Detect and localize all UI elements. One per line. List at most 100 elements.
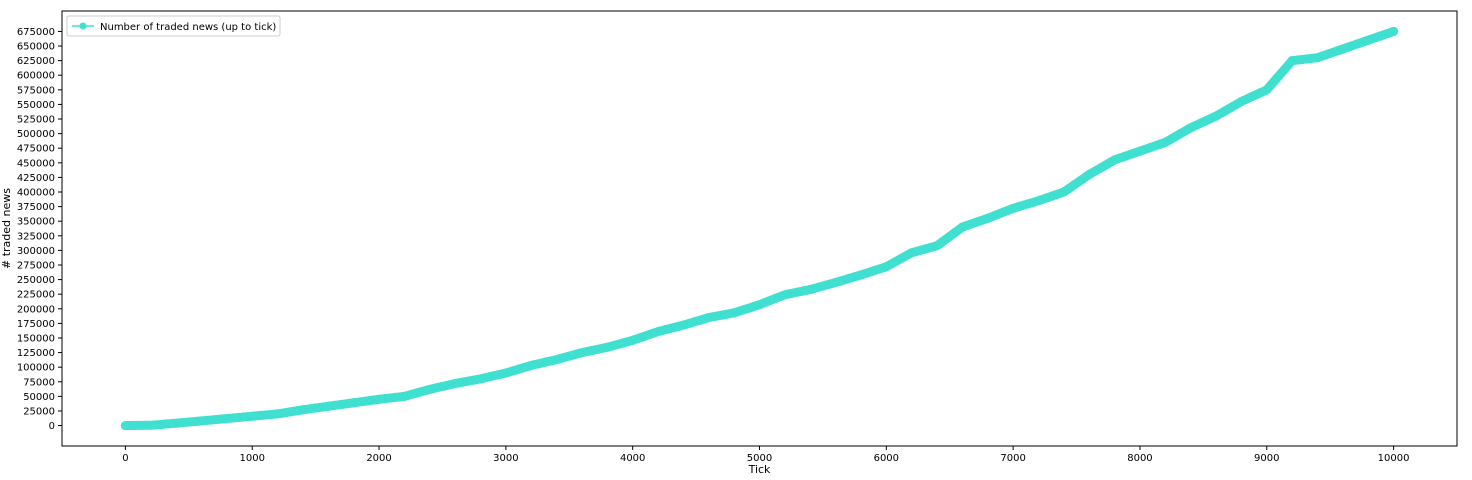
y-axis: 0 25000 50000 75000 100000 125000 150000 175000… [17, 27, 62, 432]
y-tick-label: 350000 [17, 217, 55, 228]
y-tick-label: 0 [49, 421, 55, 432]
data-point [602, 342, 612, 352]
x-tick-label: 9000 [1254, 453, 1279, 464]
data-point [628, 335, 638, 345]
data-point [1313, 53, 1322, 63]
data-point [856, 270, 866, 280]
data-point [501, 368, 511, 378]
y-tick-label: 125000 [17, 348, 55, 359]
y-tick-label: 225000 [17, 290, 55, 301]
data-point [1338, 44, 1348, 54]
data-point [1363, 35, 1373, 45]
legend-label: Number of traded news (up to tick) [100, 22, 276, 33]
legend-box [66, 15, 281, 37]
x-tick-label: 7000 [1000, 453, 1025, 464]
data-point [1211, 111, 1221, 121]
data-point [1135, 146, 1145, 156]
data-point [1287, 56, 1297, 66]
y-tick-label: 625000 [17, 56, 55, 67]
y-tick-label: 475000 [17, 144, 55, 155]
data-point [146, 420, 156, 430]
y-tick-label: 325000 [17, 231, 55, 242]
data-point [704, 313, 714, 322]
x-tick-label: 5000 [747, 453, 772, 464]
data-point [577, 348, 587, 358]
x-tick-label: 10000 [1378, 453, 1410, 464]
data-point [1110, 155, 1120, 165]
data-point [983, 213, 993, 223]
data-point [349, 398, 359, 408]
data-point [1008, 203, 1018, 213]
y-tick-label: 600000 [17, 71, 55, 82]
x-tick-label: 0 [122, 453, 128, 464]
y-tick-label: 400000 [17, 188, 55, 199]
data-point [247, 411, 257, 421]
y-tick-label: 50000 [23, 392, 55, 403]
y-tick-label: 375000 [17, 202, 55, 213]
data-point [957, 222, 967, 232]
data-point [678, 320, 688, 330]
y-tick-label: 100000 [17, 363, 55, 374]
y-tick-label: 250000 [17, 275, 55, 286]
data-point [1160, 137, 1170, 147]
data-point [1034, 196, 1043, 206]
y-tick-label: 650000 [17, 42, 55, 53]
data-point [222, 414, 232, 424]
x-tick-label: 2000 [366, 453, 391, 464]
y-tick-label: 550000 [17, 100, 55, 111]
data-point [907, 248, 917, 258]
x-axis: 0 1000 2000 3000 4000 5000 6000 7000 8000 9000 100… [122, 446, 1409, 464]
data-point [881, 262, 891, 272]
data-point [1084, 170, 1094, 179]
data-point [298, 405, 308, 415]
data-point [374, 394, 384, 404]
data-point [932, 241, 942, 251]
y-tick-label: 175000 [17, 319, 55, 330]
data-point [805, 285, 815, 294]
data-point [450, 379, 460, 388]
data-point [653, 327, 663, 337]
y-tick-label: 450000 [17, 158, 55, 169]
x-tick-label: 1000 [240, 453, 265, 464]
x-axis-title: Tick [748, 463, 771, 475]
data-point [1262, 85, 1272, 95]
data-point [552, 355, 562, 365]
y-tick-label: 425000 [17, 173, 55, 184]
y-tick-label: 150000 [17, 333, 55, 344]
y-axis-title: # traded news [0, 188, 13, 269]
x-tick-label: 3000 [493, 453, 518, 464]
x-tick-label: 4000 [620, 453, 645, 464]
data-point [197, 416, 206, 426]
y-tick-label: 75000 [23, 377, 55, 388]
data-point [1059, 187, 1069, 197]
data-point [831, 278, 841, 287]
y-tick-label: 575000 [17, 85, 55, 96]
x-tick-label: 6000 [874, 453, 899, 464]
data-point [476, 374, 485, 384]
y-tick-label: 275000 [17, 260, 55, 271]
y-tick-label: 25000 [23, 406, 55, 417]
x-tick-label: 8000 [1127, 453, 1152, 464]
data-point [1186, 123, 1196, 133]
legend: Number of traded news (up to tick) [66, 15, 281, 37]
y-tick-label: 300000 [17, 246, 55, 257]
data-point [120, 421, 130, 431]
data-point [1236, 97, 1246, 106]
data-point [171, 418, 181, 428]
data-point [425, 384, 435, 394]
data-point [729, 308, 739, 318]
y-tick-label: 525000 [17, 115, 55, 126]
data-point [526, 360, 536, 370]
series-line [120, 26, 1399, 431]
data-point [755, 300, 764, 310]
data-point [323, 401, 333, 411]
y-tick-label: 675000 [17, 27, 55, 38]
y-tick-label: 200000 [17, 304, 55, 315]
data-point [1389, 26, 1399, 36]
plot-area-frame [61, 10, 1458, 447]
legend-marker [79, 22, 87, 30]
data-point [273, 409, 283, 419]
data-point [399, 391, 409, 401]
